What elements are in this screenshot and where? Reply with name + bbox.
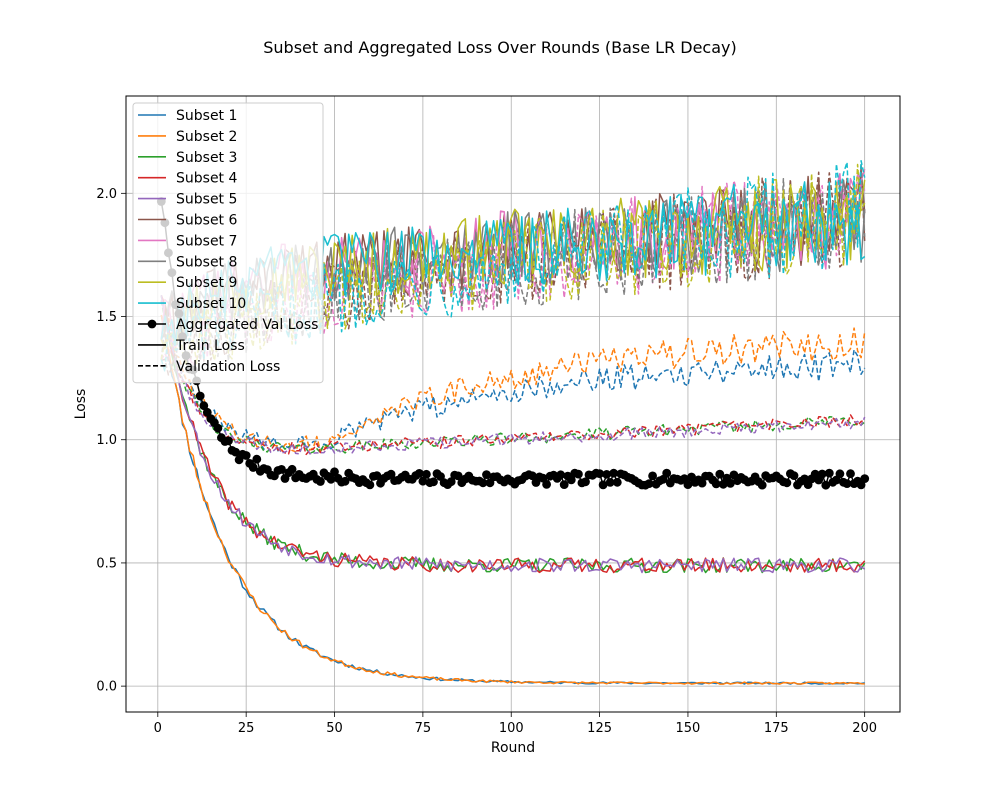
x-tick-label: 50 [326, 721, 343, 736]
aggregated-val-point [824, 468, 834, 478]
aggregated-val-point [612, 477, 622, 487]
aggregated-val-point [715, 469, 725, 479]
aggregated-val-point [231, 447, 241, 457]
aggregated-val-point [598, 480, 608, 490]
y-tick-label: 1.5 [96, 310, 117, 325]
aggregated-val-point [213, 423, 223, 433]
y-tick-label: 1.0 [96, 433, 117, 448]
aggregated-val-point [422, 469, 431, 479]
aggregated-val-point [528, 471, 537, 481]
aggregated-val-point [418, 476, 428, 486]
aggregated-val-point [248, 463, 258, 472]
aggregated-val-point [429, 477, 438, 487]
legend: Subset 1 Subset 2 Subset 3 Subset 4 Subset 5… [132, 102, 324, 384]
subset-10-val-line [160, 160, 866, 373]
aggregated-val-point [340, 476, 350, 486]
aggregated-val-point [241, 451, 251, 460]
aggregated-val-point [365, 480, 375, 490]
aggregated-val-point [789, 471, 799, 480]
legend-label-subset-1: Subset 1 [176, 108, 237, 124]
aggregated-val-point [478, 478, 488, 488]
x-axis-label: Round [491, 740, 535, 756]
x-tick-label: 25 [238, 721, 255, 736]
aggregated-val-point [326, 474, 336, 484]
subset-2-train-line [160, 314, 865, 685]
x-tick-label: 200 [852, 721, 877, 736]
x-tick-label: 100 [499, 721, 524, 736]
aggregated-val-point [330, 467, 339, 477]
aggregated-val-point [566, 475, 576, 485]
legend-label-subset-8: Subset 8 [176, 254, 237, 270]
y-tick-label: 0.0 [96, 680, 117, 695]
subset-3-val-line [160, 300, 866, 454]
subset-5-train-line [160, 295, 866, 574]
aggregated-val-point [697, 478, 707, 488]
aggregated-val-point [277, 465, 286, 474]
legend-label-subset-6: Subset 6 [176, 213, 237, 229]
aggregated-val-point [581, 477, 590, 487]
y-tick-label: 0.5 [96, 556, 117, 571]
aggregated-val-point [287, 464, 297, 474]
aggregated-val-point [609, 468, 619, 478]
axes: 0 25 50 75 100 125 150 175 200 0.0 0.5 1.0 1.5 2.0 [96, 187, 877, 736]
aggregated-val-point [662, 468, 672, 478]
aggregated-val-point [711, 479, 721, 489]
aggregated-val-point [602, 470, 612, 479]
aggregated-val-point [683, 480, 693, 489]
aggregated-val-point [195, 391, 205, 401]
aggregated-val-point [846, 469, 855, 479]
aggregated-val-point [605, 478, 615, 487]
aggregated-val-point [644, 479, 654, 488]
plot-frame [125, 95, 901, 713]
legend-label-subset-4: Subset 4 [176, 171, 237, 187]
x-tick-label: 150 [676, 721, 701, 736]
aggregated-val-point [482, 470, 491, 479]
x-tick-label: 175 [764, 721, 789, 736]
aggregated-val-point [252, 454, 262, 464]
legend-box [132, 102, 324, 384]
aggregated-val-point [556, 470, 566, 480]
subset-3-train-line [160, 295, 866, 574]
x-tick-label: 0 [154, 721, 162, 736]
aggregated-val-point [316, 477, 325, 486]
aggregated-val-point [574, 469, 583, 479]
subset-2-val-line [160, 296, 866, 453]
aggregated-val-point [414, 469, 424, 478]
aggregated-val-point [648, 471, 657, 481]
legend-label-subset-10: Subset 10 [176, 296, 246, 312]
x-tick-label: 75 [415, 721, 432, 736]
aggregated-val-point [821, 480, 831, 490]
legend-marker-aggregated [147, 319, 157, 329]
legend-label-subset-2: Subset 2 [176, 129, 237, 145]
legend-label-subset-9: Subset 9 [176, 275, 237, 291]
legend-label-validation-loss: Validation Loss [176, 359, 280, 375]
y-axis-label: Loss [73, 389, 89, 420]
y-tick-label: 2.0 [96, 187, 117, 202]
aggregated-val-point [817, 469, 827, 479]
aggregated-val-point [835, 469, 845, 479]
aggregated-val-point [224, 436, 233, 446]
aggregated-val-point [842, 479, 852, 488]
aggregated-val-point [757, 480, 767, 490]
aggregated-val-point [559, 480, 569, 489]
aggregated-series [156, 197, 870, 490]
aggregated-val-point [726, 479, 735, 488]
legend-label-subset-3: Subset 3 [176, 150, 237, 166]
aggregated-val-point [446, 477, 456, 487]
legend-label-train-loss: Train Loss [175, 338, 245, 354]
subset-5-val-line [160, 300, 866, 455]
aggregated-val-point [860, 474, 870, 483]
aggregated-val-point [199, 401, 209, 411]
aggregated-val-point [372, 471, 382, 480]
aggregated-val-point [453, 471, 463, 481]
aggregated-val-point [782, 478, 792, 488]
x-tick-label: 125 [587, 721, 612, 736]
legend-label-aggregated: Aggregated Val Loss [176, 317, 318, 333]
aggregated-val-point [595, 469, 604, 478]
legend-label-subset-5: Subset 5 [176, 192, 237, 208]
aggregated-val-point [542, 480, 551, 489]
chart-title: Subset and Aggregated Loss Over Rounds (… [263, 38, 737, 57]
legend-label-subset-7: Subset 7 [176, 233, 237, 249]
